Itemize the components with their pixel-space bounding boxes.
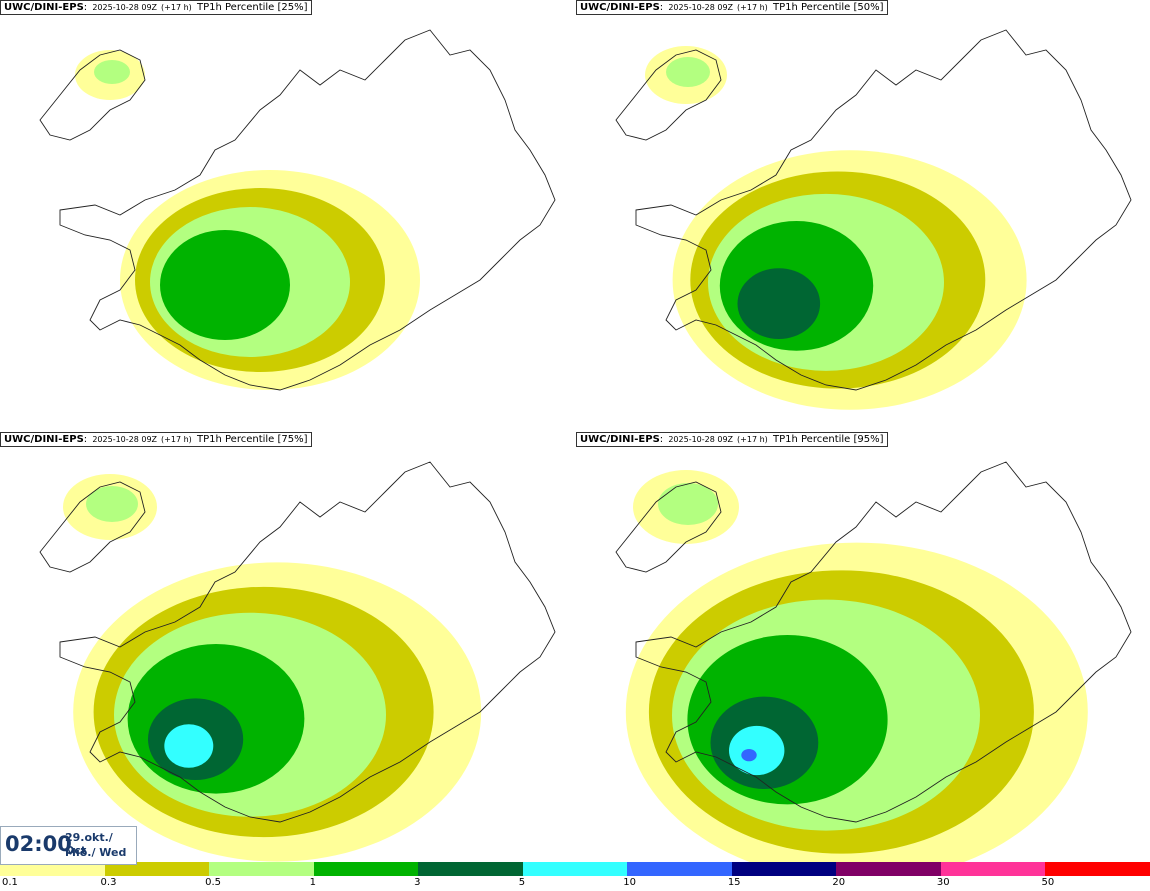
precip-contour — [164, 724, 214, 768]
legend-swatch — [1045, 862, 1150, 876]
legend-swatch — [836, 862, 942, 876]
color-legend: 0.1 0.3 0.5 1 3 5 10 15 20 30 50 — [0, 862, 1150, 891]
legend-swatch — [0, 862, 106, 876]
coastline — [39, 481, 146, 573]
legend-swatch — [104, 862, 210, 876]
legend-swatch — [522, 862, 628, 876]
legend-label: 0.5 — [205, 877, 221, 888]
panel-title: UWC/DINI-EPS: 2025-10-28 09Z (+17 h) TP1h… — [0, 432, 312, 447]
legend-label: 1 — [309, 877, 316, 888]
precip-map — [615, 29, 1132, 410]
precip-contour — [658, 483, 718, 525]
panel-95: UWC/DINI-EPS: 2025-10-28 09Z (+17 h) TP1h… — [576, 432, 1150, 862]
precip-contour — [741, 748, 757, 762]
precip-map — [39, 461, 556, 862]
legend-label: 5 — [518, 877, 526, 888]
legend-label: 30 — [936, 877, 950, 888]
valid-time: 02:00 — [5, 832, 72, 856]
legend-swatch — [209, 862, 315, 876]
precip-map — [39, 29, 556, 391]
precip-contour — [737, 268, 821, 339]
legend-swatch — [731, 862, 837, 876]
precip-field — [672, 150, 1027, 410]
precip-field — [73, 562, 482, 862]
precip-contour — [666, 57, 710, 87]
panel-50: UWC/DINI-EPS: 2025-10-28 09Z (+17 h) TP1h… — [576, 0, 1150, 430]
panel-title: UWC/DINI-EPS: 2025-10-28 09Z (+17 h) TP1h… — [576, 432, 888, 447]
legend-label: 15 — [727, 877, 741, 888]
coastline — [39, 49, 146, 141]
valid-day: Mið./ Wed — [65, 846, 127, 859]
coastline — [59, 29, 556, 391]
legend-label: 10 — [623, 877, 636, 888]
legend-label: 3 — [414, 877, 421, 888]
coastline — [615, 481, 722, 573]
valid-time-box: 02:00 29.okt./ Oct Mið./ Wed — [0, 826, 137, 865]
panel-title: UWC/DINI-EPS: 2025-10-28 09Z (+17 h) TP1h… — [576, 0, 888, 15]
precip-contour — [728, 725, 785, 776]
legend-swatch — [418, 862, 524, 876]
coastline — [59, 461, 556, 823]
precip-field — [625, 542, 1088, 862]
panel-title: UWC/DINI-EPS: 2025-10-28 09Z (+17 h) TP1h… — [0, 0, 312, 15]
panel-25: UWC/DINI-EPS: 2025-10-28 09Z (+17 h) TP1h… — [0, 0, 574, 430]
panel-75: UWC/DINI-EPS: 2025-10-28 09Z (+17 h) TP1h… — [0, 432, 574, 862]
legend-swatch — [940, 862, 1046, 876]
precip-field — [120, 170, 420, 390]
legend-swatch — [627, 862, 733, 876]
legend-swatch — [313, 862, 419, 876]
coastline — [635, 29, 1132, 391]
legend-label: 0.1 — [2, 877, 18, 888]
precip-contour — [160, 230, 290, 340]
precip-map — [615, 461, 1132, 862]
precip-contour — [86, 486, 138, 522]
legend-label: 20 — [832, 877, 846, 888]
precip-contour — [94, 60, 130, 84]
valid-date: 29.okt./ Oct — [65, 831, 113, 857]
coastline — [635, 461, 1132, 823]
legend-label: 50 — [1041, 877, 1055, 888]
coastline — [615, 49, 722, 141]
legend-label: 0.3 — [100, 877, 117, 888]
